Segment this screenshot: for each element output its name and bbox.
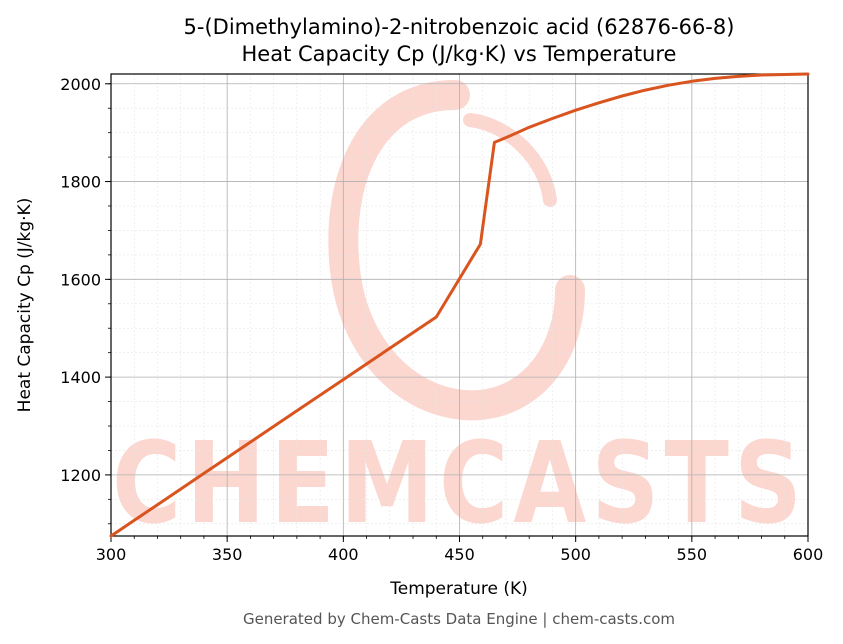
axis-ticks: 300 350 400 450 500 550 600 1200 1400 1600 1800 200… xyxy=(60,75,823,564)
y-tick-label: 1800 xyxy=(60,173,101,192)
x-tick-label: 350 xyxy=(212,545,243,564)
y-axis-label: Heat Capacity Cp (J/kg·K) xyxy=(15,198,35,413)
x-tick-label: 600 xyxy=(793,545,824,564)
watermark-swirl-inner xyxy=(463,113,557,207)
x-tick-label: 300 xyxy=(96,545,127,564)
x-tick-label: 400 xyxy=(328,545,359,564)
series-line xyxy=(109,72,810,538)
series-layer xyxy=(109,72,810,538)
x-tick-label: 500 xyxy=(560,545,591,564)
x-tick-label: 550 xyxy=(677,545,708,564)
chart-subtitle: Heat Capacity Cp (J/kg·K) vs Temperature xyxy=(242,42,677,66)
watermark-swirl xyxy=(328,80,585,421)
y-tick-label: 1600 xyxy=(60,270,101,289)
y-tick-label: 2000 xyxy=(60,75,101,94)
footer-credit: Generated by Chem-Casts Data Engine | ch… xyxy=(243,610,675,628)
chart-title: 5-(Dimethylamino)-2-nitrobenzoic acid (6… xyxy=(184,15,735,39)
x-tick-label: 450 xyxy=(444,545,475,564)
y-tick-label: 1200 xyxy=(60,466,101,485)
x-axis-label: Temperature (K) xyxy=(389,579,528,599)
y-tick-label: 1400 xyxy=(60,368,101,387)
